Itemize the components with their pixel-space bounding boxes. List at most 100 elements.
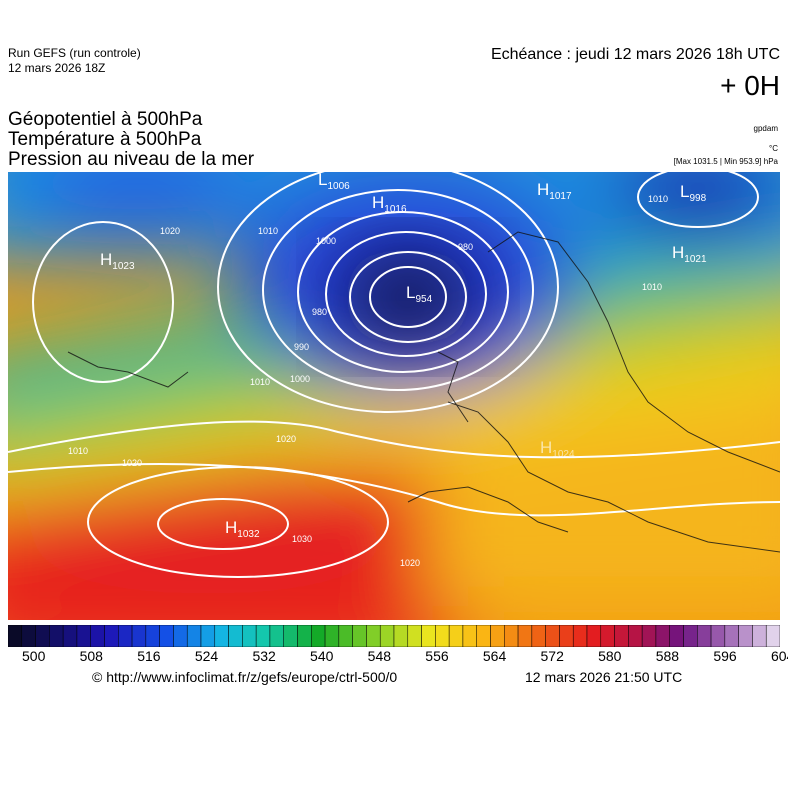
colorbar-label: 516 <box>137 648 161 664</box>
colorbar-label: 556 <box>425 648 449 664</box>
pressure-center: H1032 <box>225 518 260 540</box>
color-swatch <box>531 625 546 647</box>
color-swatch <box>476 625 491 647</box>
isobar-label: 1000 <box>316 236 336 246</box>
color-swatch <box>283 625 298 647</box>
colorbar-label: 508 <box>79 648 103 664</box>
pressure-center: L954 <box>406 283 433 305</box>
color-swatch <box>62 625 78 647</box>
run: Run GEFS (run controle) <box>8 46 141 60</box>
center-kind: H <box>540 438 552 457</box>
color-swatch <box>752 625 767 647</box>
color-swatch <box>118 625 133 647</box>
color-swatch <box>255 625 271 647</box>
isobar-label: 980 <box>312 307 327 317</box>
pressure-center: H1024 <box>540 438 575 460</box>
echeance: Echéance : jeudi 12 mars 2026 18h UTC <box>490 46 780 63</box>
run-date: 12 mars 2026 18Z <box>8 61 106 75</box>
isobar-label: 1010 <box>648 194 668 204</box>
colorbar-label: 588 <box>655 648 680 664</box>
colorbar-label: 580 <box>598 648 622 664</box>
colorbar-label: 572 <box>540 648 564 664</box>
color-swatch <box>269 625 284 647</box>
colorbar-label: 524 <box>194 648 219 664</box>
colorbar-label: 596 <box>713 648 737 664</box>
colorbar-label: 548 <box>367 648 392 664</box>
color-swatch <box>76 625 91 647</box>
center-kind: H <box>672 243 684 262</box>
lead-time: + 0H <box>720 70 780 101</box>
color-swatch <box>517 625 533 647</box>
color-swatch <box>490 625 505 647</box>
center-kind: L <box>406 283 415 302</box>
colorbar-label: 604 <box>770 648 788 664</box>
colorbar-labels: 500 508 516 524 532 540 548 556 564 572 580 588 596 6… <box>8 648 788 668</box>
colorbar-label: 500 <box>22 648 46 664</box>
pressure-center: L998 <box>680 182 707 204</box>
layer: Géopotentiel à 500hPa <box>8 109 203 130</box>
center-value: 1024 <box>552 449 575 460</box>
colorbar <box>8 625 780 647</box>
color-swatch <box>572 625 588 647</box>
color-swatch <box>586 625 602 647</box>
color-swatch <box>49 625 64 647</box>
color-swatch <box>448 625 464 647</box>
color-swatch <box>504 625 519 647</box>
center-value: 1016 <box>384 204 407 215</box>
color-swatch <box>311 625 326 647</box>
color-swatch <box>145 625 160 647</box>
center-value: 954 <box>415 294 432 305</box>
isobar-label: 1020 <box>276 434 296 444</box>
isobar-label: 1020 <box>400 558 420 568</box>
color-swatch <box>242 625 257 647</box>
color-swatch <box>173 625 188 647</box>
generated-time: 12 mars 2026 21:50 UTC <box>525 669 683 685</box>
unit: [Max 1031.5 | Min 953.9] hPa <box>673 157 778 166</box>
center-value: 998 <box>689 193 706 204</box>
isobar-label: 990 <box>294 342 309 352</box>
layer: Pression au niveau de la mer <box>8 149 255 170</box>
color-swatch <box>297 625 312 647</box>
color-swatch <box>393 625 409 647</box>
center-kind: H <box>100 250 112 269</box>
color-swatch <box>35 625 50 647</box>
colorbar-label: 540 <box>310 648 334 664</box>
unit: gpdam <box>753 124 778 133</box>
isobar-label: 1010 <box>642 282 662 292</box>
color-swatch <box>159 625 174 647</box>
color-swatch <box>379 625 395 647</box>
color-swatch <box>352 625 367 647</box>
colorbar-label: 532 <box>252 648 276 664</box>
isobar-label: 1010 <box>258 226 278 236</box>
color-swatch <box>600 625 615 647</box>
color-swatch <box>186 625 202 647</box>
center-value: 1023 <box>112 261 135 272</box>
color-swatch <box>338 625 353 647</box>
center-kind: L <box>680 182 689 201</box>
center-value: 1032 <box>237 529 260 540</box>
center-kind: H <box>372 193 384 212</box>
color-swatch <box>697 625 712 647</box>
center-kind: H <box>537 180 549 199</box>
color-swatch <box>545 625 560 647</box>
color-swatch <box>214 625 229 647</box>
color-swatch <box>104 625 119 647</box>
unit: °C <box>769 144 778 153</box>
isobar-label: 1010 <box>250 377 270 387</box>
color-swatch <box>90 625 105 647</box>
color-swatch <box>669 625 684 647</box>
color-swatch <box>724 625 739 647</box>
center-value: 1021 <box>684 254 707 265</box>
pressure-center: H1016 <box>372 193 407 215</box>
source-url: © http://www.infoclimat.fr/z/gefs/europe… <box>92 669 398 685</box>
color-swatch <box>131 625 147 647</box>
center-value: 1006 <box>327 181 350 192</box>
color-swatch <box>324 625 340 647</box>
color-swatch <box>8 625 23 647</box>
center-kind: L <box>318 172 327 189</box>
color-swatch <box>738 625 753 647</box>
isobar-label: 1020 <box>122 458 142 468</box>
color-swatch <box>200 625 216 647</box>
layer: Température à 500hPa <box>8 129 202 150</box>
